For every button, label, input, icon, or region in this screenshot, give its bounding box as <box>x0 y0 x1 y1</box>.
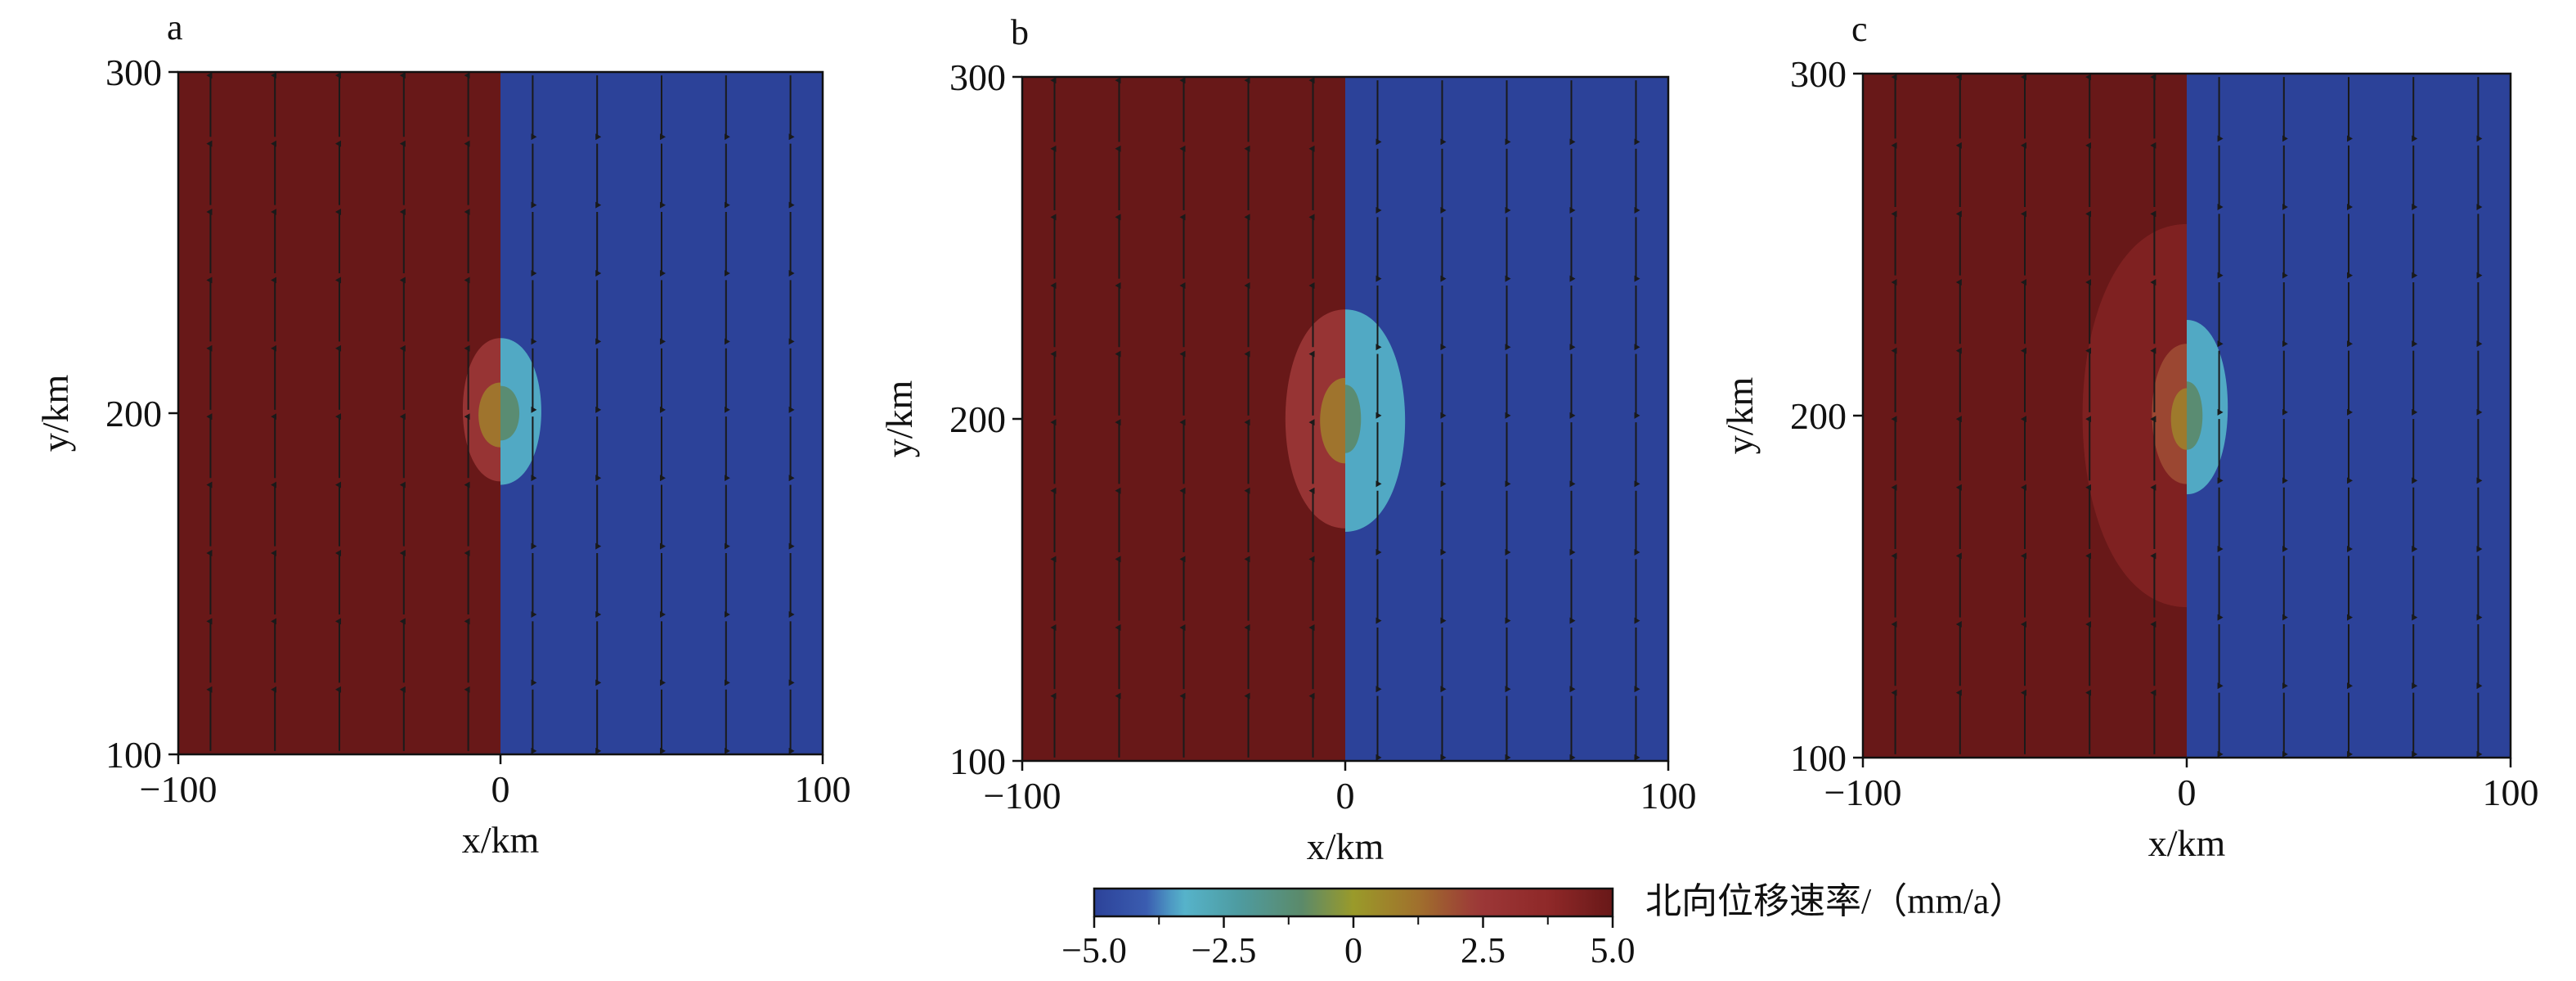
colorbar-tick-label: 0 <box>1344 930 1362 970</box>
y-tick-label: 100 <box>105 734 162 776</box>
anomaly-zone-east <box>1345 309 1406 532</box>
panel-b: −100 0 100 100 200 300 x/km y/km b <box>878 12 1697 867</box>
anomaly-zone-east <box>2187 381 2203 450</box>
anomaly-zone-west <box>1320 377 1345 464</box>
x-tick-label: 100 <box>2483 772 2539 813</box>
plot-area <box>1022 77 1668 761</box>
velocity-arrows <box>1050 77 1640 761</box>
anomaly-zone-east <box>1345 385 1362 453</box>
x-axis-label: x/km <box>2148 822 2226 864</box>
y-tick-label: 300 <box>1790 53 1847 95</box>
y-tick-label: 200 <box>105 393 162 434</box>
y-axis-label: y/km <box>1719 377 1761 455</box>
anomaly-zone-west <box>1285 309 1345 529</box>
y-tick-label: 100 <box>949 740 1006 782</box>
y-axis-label: y/km <box>878 380 920 458</box>
anomaly-zone-west <box>2152 344 2187 484</box>
plot-area <box>1863 74 2511 758</box>
x-tick-label: 100 <box>1640 775 1697 817</box>
colorbar-tick-label: −2.5 <box>1192 930 1257 970</box>
panel-a: −100 0 100 100 200 300 x/km y/km a <box>34 7 851 861</box>
anomaly-zone-west <box>478 382 500 448</box>
anomaly-zone-east <box>2187 319 2228 495</box>
colorbar-tick-label: −5.0 <box>1061 930 1127 970</box>
colorbar-tick-label: 5.0 <box>1591 930 1636 970</box>
x-tick-label: 0 <box>1336 775 1355 817</box>
velocity-arrows <box>1891 74 2483 758</box>
y-axis-label: y/km <box>34 375 76 452</box>
anomaly-zone-east <box>500 385 520 441</box>
x-tick-label: −100 <box>140 768 218 810</box>
x-tick-label: 0 <box>2178 772 2197 813</box>
plot-area <box>178 72 823 754</box>
y-tick-label: 200 <box>1790 395 1847 437</box>
colorbar-tick-label: 2.5 <box>1461 930 1506 970</box>
y-tick-label: 300 <box>105 52 162 93</box>
x-axis-label: x/km <box>1307 826 1384 867</box>
velocity-arrows <box>206 72 795 754</box>
panel-label: c <box>1851 9 1868 49</box>
x-axis-label: x/km <box>462 819 540 861</box>
panels: −100 0 100 100 200 300 x/km y/km a −100 0 100 100 200… <box>34 7 2539 867</box>
panel-label: b <box>1011 12 1029 52</box>
y-tick-label: 300 <box>949 56 1006 98</box>
x-tick-label: 100 <box>795 768 851 810</box>
y-tick-label: 200 <box>949 398 1006 440</box>
anomaly-zone-west <box>2170 388 2187 450</box>
anomaly-zone-west <box>2082 223 2187 608</box>
anomaly-zone-east <box>500 338 541 485</box>
y-tick-label: 100 <box>1790 737 1847 779</box>
colorbar-gradient <box>1093 887 1614 918</box>
x-tick-label: −100 <box>1824 772 1902 813</box>
colorbar-label: 北向位移速率/（mm/a） <box>1645 881 2025 921</box>
panel-c: −100 0 100 100 200 300 x/km y/km c <box>1719 9 2539 864</box>
x-tick-label: 0 <box>491 768 510 810</box>
x-tick-label: −100 <box>984 775 1061 817</box>
panel-label: a <box>167 7 183 47</box>
